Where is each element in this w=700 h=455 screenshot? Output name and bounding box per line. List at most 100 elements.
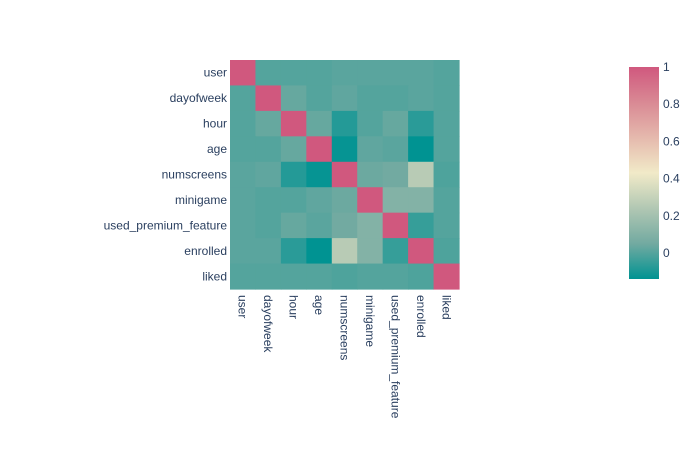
heatmap-cell-dayofweek-numscreens xyxy=(331,85,358,112)
heatmap-cell-dayofweek-dayofweek xyxy=(255,85,282,112)
x-tick-label: liked xyxy=(439,295,453,320)
heatmap-cell-minigame-minigame xyxy=(357,187,384,214)
colorbar-gradient xyxy=(629,67,659,279)
x-tick-label: minigame xyxy=(363,295,377,347)
heatmap-cell-user-hour xyxy=(280,60,307,87)
heatmap-cell-liked-hour xyxy=(280,263,307,290)
colorbar-tick-label: 0 xyxy=(663,246,670,260)
y-tick-label: hour xyxy=(203,117,227,131)
y-tick-label: enrolled xyxy=(184,244,227,258)
heatmap-cell-enrolled-minigame xyxy=(357,238,384,265)
x-tick-label: numscreens xyxy=(338,295,352,360)
heatmap-cell-dayofweek-minigame xyxy=(357,85,384,112)
heatmap-cell-user-dayofweek xyxy=(255,60,282,87)
heatmap-cell-liked-dayofweek xyxy=(255,263,282,290)
heatmap-cell-hour-used_premium_feature xyxy=(382,110,409,137)
colorbar-tick-label: 0.2 xyxy=(663,209,680,223)
heatmap-cell-minigame-used_premium_feature xyxy=(382,187,409,214)
colorbar: 0 0.2 0.4 0.6 0.8 1 xyxy=(629,60,680,279)
heatmap-cell-used_premium_feature-age xyxy=(306,212,333,239)
colorbar-tick-label: 0.6 xyxy=(663,134,680,148)
heatmap-cell-user-minigame xyxy=(357,60,384,87)
heatmap-cell-user-age xyxy=(306,60,333,87)
heatmap-cell-enrolled-used_premium_feature xyxy=(382,238,409,265)
y-tick-label: used_premium_feature xyxy=(104,218,228,232)
heatmap-cell-numscreens-enrolled xyxy=(408,161,435,188)
heatmap-cell-numscreens-used_premium_feature xyxy=(382,161,409,188)
heatmap-cell-used_premium_feature-minigame xyxy=(357,212,384,239)
heatmap-cell-enrolled-liked xyxy=(433,238,460,265)
heatmap-cell-liked-minigame xyxy=(357,263,384,290)
colorbar-tick-label: 0.8 xyxy=(663,97,680,111)
heatmap-cell-enrolled-age xyxy=(306,238,333,265)
y-tick-label: dayofweek xyxy=(170,91,228,105)
heatmap-cell-used_premium_feature-dayofweek xyxy=(255,212,282,239)
heatmap-cell-hour-user xyxy=(230,110,257,137)
heatmap-cell-enrolled-enrolled xyxy=(408,238,435,265)
heatmap-cell-numscreens-dayofweek xyxy=(255,161,282,188)
heatmap-cell-dayofweek-enrolled xyxy=(408,85,435,112)
heatmap-cell-user-enrolled xyxy=(408,60,435,87)
colorbar-tick-label: 0.4 xyxy=(663,172,680,186)
heatmap-cell-age-dayofweek xyxy=(255,136,282,163)
x-tick-label: user xyxy=(236,295,250,318)
heatmap-cell-used_premium_feature-user xyxy=(230,212,257,239)
heatmap-cell-user-used_premium_feature xyxy=(382,60,409,87)
heatmap-cell-liked-enrolled xyxy=(408,263,435,290)
heatmap-cell-age-enrolled xyxy=(408,136,435,163)
heatmap-cell-age-user xyxy=(230,136,257,163)
x-tick-label: dayofweek xyxy=(261,295,275,353)
heatmap-cell-age-minigame xyxy=(357,136,384,163)
heatmap-cell-dayofweek-age xyxy=(306,85,333,112)
x-tick-label: used_premium_feature xyxy=(388,295,402,419)
heatmap-cell-numscreens-age xyxy=(306,161,333,188)
heatmap-cell-user-liked xyxy=(433,60,460,87)
y-axis-labels: user dayofweek hour age numscreens minigame us… xyxy=(104,66,228,284)
heatmap-cell-used_premium_feature-numscreens xyxy=(331,212,358,239)
heatmap-cell-liked-liked xyxy=(433,263,460,290)
heatmap-cell-hour-age xyxy=(306,110,333,137)
heatmap-cell-age-used_premium_feature xyxy=(382,136,409,163)
heatmap-cell-numscreens-hour xyxy=(280,161,307,188)
heatmap-cell-hour-enrolled xyxy=(408,110,435,137)
heatmap-cell-minigame-numscreens xyxy=(331,187,358,214)
heatmap-cell-numscreens-liked xyxy=(433,161,460,188)
heatmap-cell-age-hour xyxy=(280,136,307,163)
heatmap-cell-liked-age xyxy=(306,263,333,290)
heatmap-cell-used_premium_feature-used_premium_feature xyxy=(382,212,409,239)
heatmap-cell-enrolled-user xyxy=(230,238,257,265)
heatmap-cell-hour-dayofweek xyxy=(255,110,282,137)
heatmap-cell-enrolled-dayofweek xyxy=(255,238,282,265)
heatmap-cell-liked-used_premium_feature xyxy=(382,263,409,290)
heatmap-cells xyxy=(230,60,460,290)
heatmap-cell-age-liked xyxy=(433,136,460,163)
x-tick-label: hour xyxy=(287,295,301,319)
y-tick-label: minigame xyxy=(175,193,227,207)
heatmap-cell-dayofweek-used_premium_feature xyxy=(382,85,409,112)
x-tick-label: enrolled xyxy=(414,295,428,338)
heatmap-cell-used_premium_feature-liked xyxy=(433,212,460,239)
x-axis-labels: user dayofweek hour age numscreens minigame us… xyxy=(236,295,454,419)
heatmap-cell-minigame-enrolled xyxy=(408,187,435,214)
heatmap-cell-user-user xyxy=(230,60,257,87)
heatmap-cell-numscreens-minigame xyxy=(357,161,384,188)
y-tick-label: liked xyxy=(202,269,227,283)
heatmap-cell-dayofweek-user xyxy=(230,85,257,112)
heatmap-cell-age-numscreens xyxy=(331,136,358,163)
heatmap-cell-user-numscreens xyxy=(331,60,358,87)
y-tick-label: numscreens xyxy=(162,168,227,182)
heatmap-cell-minigame-liked xyxy=(433,187,460,214)
heatmap-cell-minigame-user xyxy=(230,187,257,214)
heatmap-cell-used_premium_feature-enrolled xyxy=(408,212,435,239)
heatmap-cell-hour-minigame xyxy=(357,110,384,137)
heatmap-cell-enrolled-numscreens xyxy=(331,238,358,265)
y-tick-label: age xyxy=(207,142,227,156)
heatmap-cell-dayofweek-hour xyxy=(280,85,307,112)
heatmap-cell-dayofweek-liked xyxy=(433,85,460,112)
heatmap-cell-numscreens-numscreens xyxy=(331,161,358,188)
heatmap-cell-age-age xyxy=(306,136,333,163)
heatmap-cell-minigame-dayofweek xyxy=(255,187,282,214)
heatmap-cell-numscreens-user xyxy=(230,161,257,188)
